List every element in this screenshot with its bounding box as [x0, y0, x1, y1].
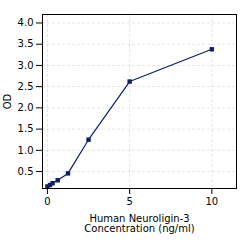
svg-text:1.0: 1.0 — [18, 145, 34, 156]
svg-text:2.5: 2.5 — [18, 81, 34, 92]
svg-text:3.0: 3.0 — [18, 60, 34, 71]
svg-text:0.5: 0.5 — [18, 166, 34, 177]
svg-text:3.5: 3.5 — [18, 38, 34, 49]
svg-text:Human Neuroligin-3Concentratio: Human Neuroligin-3Concentration (ng/ml) — [84, 213, 194, 234]
svg-text:10: 10 — [205, 196, 218, 207]
svg-text:4.0: 4.0 — [18, 17, 34, 28]
svg-text:1.5: 1.5 — [18, 123, 34, 134]
svg-text:2.0: 2.0 — [18, 102, 34, 113]
svg-text:5: 5 — [126, 196, 132, 207]
svg-text:0: 0 — [44, 196, 50, 207]
svg-text:OD: OD — [2, 93, 13, 109]
